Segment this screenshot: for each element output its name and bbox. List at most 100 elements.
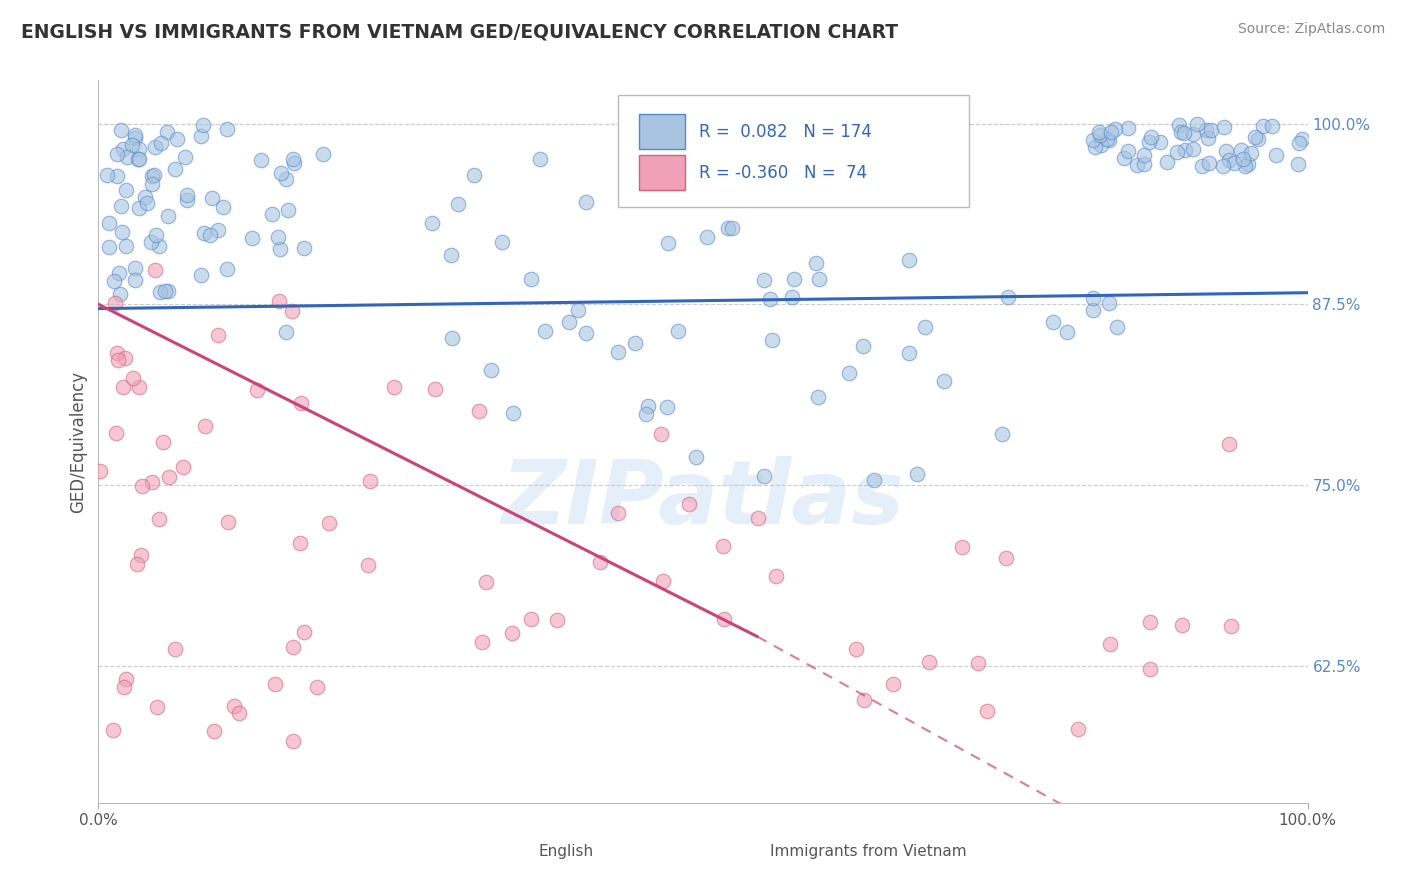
Point	[1088, 125, 1111, 139]
Text: R = -0.360   N =  74: R = -0.360 N = 74	[699, 164, 868, 182]
Point	[124, 128, 146, 142]
Point	[1220, 619, 1243, 633]
Point	[1149, 135, 1171, 149]
Point	[491, 235, 513, 249]
Point	[607, 506, 630, 520]
Point	[274, 326, 297, 340]
Point	[1218, 436, 1240, 450]
Point	[292, 624, 315, 639]
Point	[845, 642, 868, 657]
Point	[139, 235, 162, 249]
Point	[128, 379, 150, 393]
Point	[121, 137, 143, 152]
Point	[129, 548, 152, 562]
Point	[1042, 315, 1064, 329]
Point	[222, 698, 245, 713]
Point	[755, 183, 778, 197]
Point	[967, 657, 990, 671]
Point	[98, 216, 121, 230]
Point	[149, 285, 172, 299]
Point	[807, 390, 830, 404]
Point	[1084, 140, 1107, 154]
Point	[200, 227, 222, 242]
Point	[124, 260, 146, 275]
Point	[262, 207, 284, 221]
Point	[312, 147, 335, 161]
Point	[143, 168, 166, 182]
Point	[149, 136, 172, 150]
Point	[529, 152, 551, 166]
Point	[157, 470, 180, 484]
Point	[976, 704, 998, 718]
Point	[105, 426, 128, 441]
Point	[1174, 143, 1197, 157]
Point	[269, 242, 291, 256]
Point	[190, 268, 212, 282]
Point	[575, 326, 598, 340]
Point	[995, 550, 1018, 565]
Point	[148, 512, 170, 526]
Point	[440, 331, 463, 345]
Point	[145, 227, 167, 242]
Point	[1067, 722, 1090, 736]
Point	[143, 263, 166, 277]
Point	[190, 129, 212, 144]
Point	[318, 516, 340, 531]
Point	[713, 612, 735, 626]
Point	[905, 467, 928, 482]
Point	[292, 241, 315, 255]
Point	[1140, 130, 1163, 145]
Point	[131, 479, 153, 493]
Point	[1139, 615, 1161, 630]
Point	[1234, 159, 1257, 173]
Point	[269, 293, 291, 308]
Point	[1232, 153, 1254, 167]
Point	[918, 655, 941, 669]
Point	[128, 143, 150, 157]
Point	[711, 539, 734, 553]
Point	[863, 148, 886, 162]
Point	[720, 220, 742, 235]
Point	[780, 290, 803, 304]
Text: R =  0.082   N = 174: R = 0.082 N = 174	[699, 122, 872, 141]
Point	[468, 404, 491, 418]
Point	[166, 131, 188, 145]
Point	[502, 406, 524, 420]
Point	[804, 256, 827, 270]
Point	[567, 302, 589, 317]
Point	[1244, 129, 1267, 144]
Point	[122, 371, 145, 385]
Point	[588, 555, 610, 569]
Point	[1170, 125, 1192, 139]
Point	[1133, 157, 1156, 171]
Point	[202, 724, 225, 739]
Text: ENGLISH VS IMMIGRANTS FROM VIETNAM GED/EQUIVALENCY CORRELATION CHART: ENGLISH VS IMMIGRANTS FROM VIETNAM GED/E…	[21, 22, 898, 41]
Point	[107, 352, 129, 367]
Point	[754, 153, 776, 168]
Point	[862, 473, 884, 487]
Point	[207, 223, 229, 237]
Point	[747, 510, 769, 524]
Point	[1137, 135, 1160, 149]
Point	[174, 150, 197, 164]
Point	[1168, 118, 1191, 132]
Point	[991, 426, 1014, 441]
Point	[852, 339, 875, 353]
Point	[307, 680, 329, 694]
Point	[575, 195, 598, 210]
Point	[117, 150, 139, 164]
Point	[666, 324, 689, 338]
Point	[176, 194, 198, 208]
Point	[546, 613, 568, 627]
Point	[807, 271, 830, 285]
Point	[125, 558, 148, 572]
Point	[657, 235, 679, 250]
FancyBboxPatch shape	[638, 114, 685, 149]
Point	[264, 676, 287, 690]
Point	[761, 333, 783, 347]
Point	[838, 366, 860, 380]
Point	[194, 419, 217, 434]
FancyBboxPatch shape	[638, 155, 685, 190]
Point	[1116, 120, 1139, 135]
Point	[141, 169, 163, 184]
